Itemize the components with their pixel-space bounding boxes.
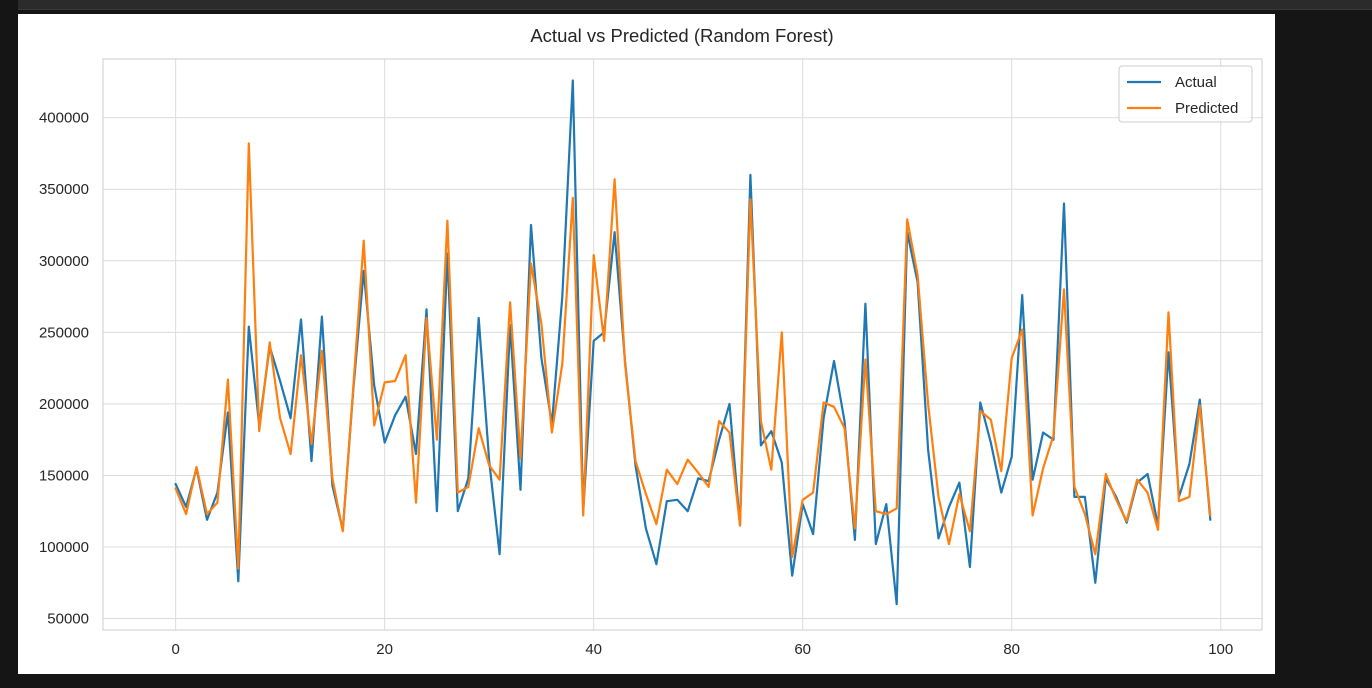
x-tick-label: 60 — [794, 641, 811, 658]
grid — [103, 59, 1262, 630]
line-chart: Actual vs Predicted (Random Forest) 0 20 4… — [39, 25, 1263, 658]
y-tick-label: 100000 — [39, 539, 89, 556]
y-axis-ticks: 50000 100000 150000 200000 250000 300000 35000… — [39, 110, 89, 628]
legend: Actual Predicted — [1118, 65, 1253, 123]
plot-area-border — [102, 58, 1263, 631]
y-tick-label: 200000 — [39, 396, 89, 413]
x-tick-label: 40 — [585, 641, 602, 658]
toolbar-strip — [18, 0, 1372, 10]
x-tick-label: 100 — [1208, 641, 1233, 658]
chart-title: Actual vs Predicted (Random Forest) — [530, 25, 833, 46]
series-lines — [174, 79, 1212, 606]
y-tick-label: 300000 — [39, 253, 89, 270]
x-tick-label: 20 — [376, 641, 393, 658]
legend-label-actual: Actual — [1175, 74, 1217, 91]
y-tick-label: 150000 — [39, 467, 89, 484]
x-axis-ticks: 0 20 40 60 80 100 — [171, 641, 1233, 658]
y-tick-label: 400000 — [39, 110, 89, 127]
y-tick-label: 50000 — [47, 611, 89, 628]
series-line-predicted — [174, 142, 1212, 570]
x-tick-label: 0 — [171, 641, 179, 658]
chart-figure: Actual vs Predicted (Random Forest) 0 20 4… — [18, 14, 1275, 674]
legend-label-predicted: Predicted — [1175, 100, 1238, 117]
y-tick-label: 250000 — [39, 324, 89, 341]
series-line-actual — [174, 79, 1212, 606]
y-tick-label: 350000 — [39, 181, 89, 198]
x-tick-label: 80 — [1003, 641, 1020, 658]
